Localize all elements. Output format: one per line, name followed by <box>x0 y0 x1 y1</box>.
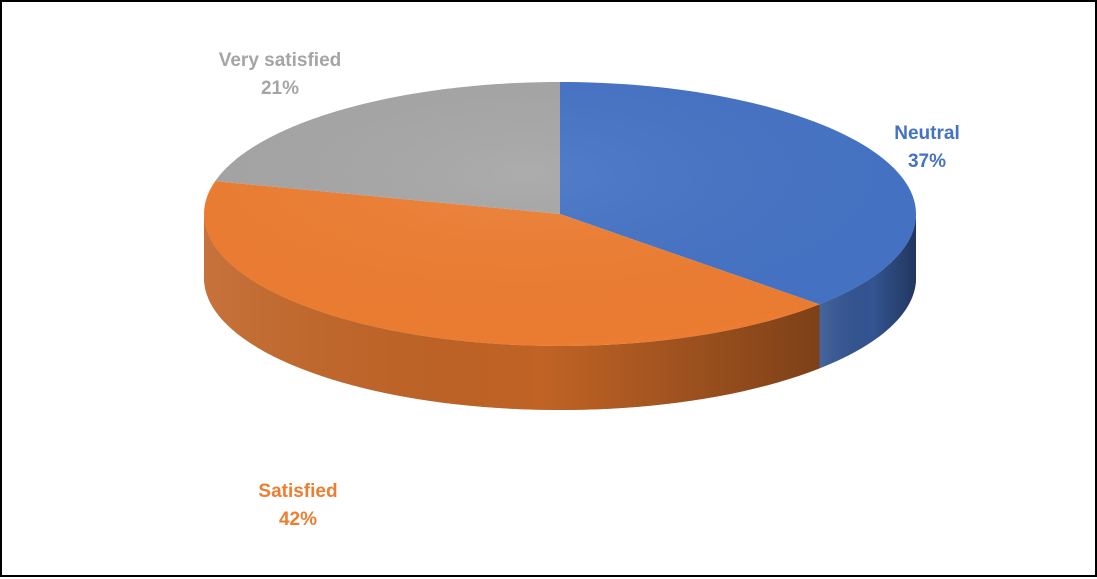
slice-label-satisfied: Satisfied <box>258 481 338 502</box>
pie-side-satisfied <box>204 214 820 410</box>
pie-top-sheen <box>204 82 916 346</box>
data-label-very-satisfied: Very satisfied 21% <box>219 47 342 103</box>
slice-percent-satisfied: 42% <box>278 509 318 530</box>
slice-label-neutral: Neutral <box>894 123 960 144</box>
slice-label-very-satisfied: Very satisfied <box>218 50 342 71</box>
pie-tops <box>204 82 916 346</box>
pie-side-neutral <box>819 214 916 369</box>
pie-side-shade-satisfied <box>204 214 820 410</box>
slice-percent-very-satisfied: 21% <box>260 78 300 99</box>
pie-side-shade-neutral <box>819 214 916 369</box>
data-label-satisfied: Satisfied 42% <box>258 478 337 534</box>
slice-percent-neutral: 37% <box>907 151 947 172</box>
data-label-neutral: Neutral 37% <box>894 120 959 176</box>
pie-sides <box>204 214 916 410</box>
